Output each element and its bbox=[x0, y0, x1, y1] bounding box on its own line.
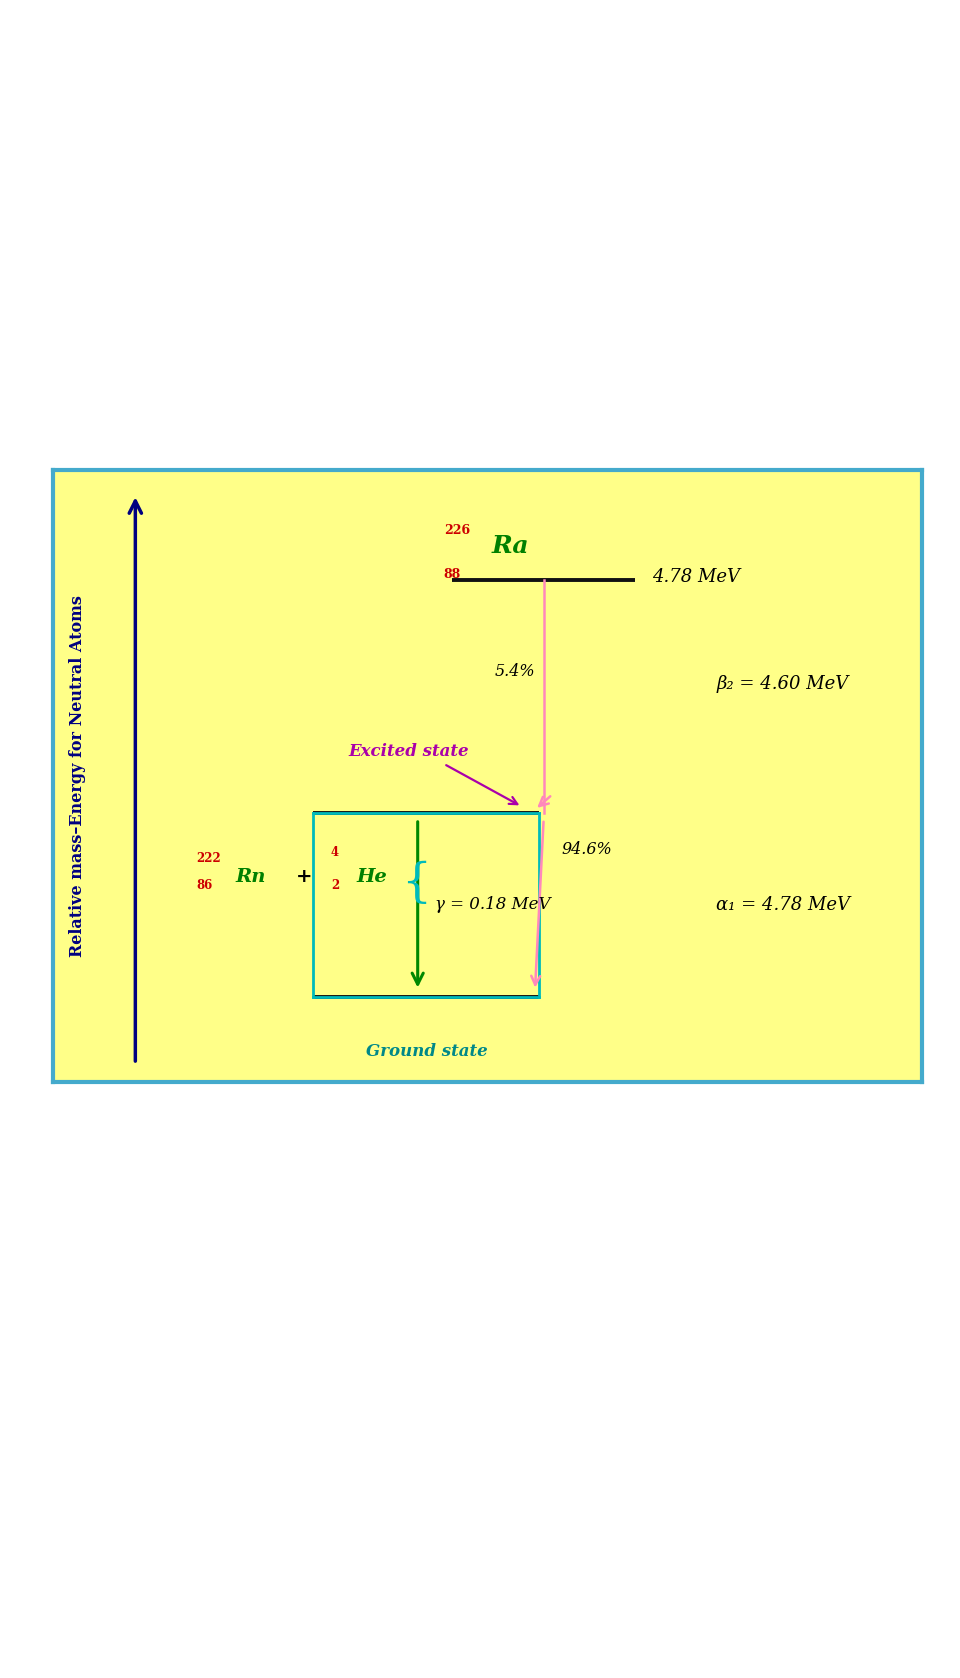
Text: α₁ = 4.78 MeV: α₁ = 4.78 MeV bbox=[715, 896, 850, 915]
Text: γ = 0.18 MeV: γ = 0.18 MeV bbox=[435, 896, 551, 913]
Text: 88: 88 bbox=[444, 567, 461, 581]
Text: Ground state: Ground state bbox=[366, 1044, 488, 1060]
Text: 226: 226 bbox=[444, 524, 469, 537]
Text: Ra: Ra bbox=[492, 534, 529, 559]
Text: +: + bbox=[296, 868, 313, 886]
Text: 2: 2 bbox=[331, 879, 339, 893]
Text: 222: 222 bbox=[196, 852, 221, 864]
Text: Relative mass–Energy for Neutral Atoms: Relative mass–Energy for Neutral Atoms bbox=[68, 596, 85, 956]
Text: Excited state: Excited state bbox=[348, 743, 468, 760]
Text: 4.78 MeV: 4.78 MeV bbox=[652, 569, 740, 586]
Text: {: { bbox=[401, 861, 431, 906]
Text: Rn: Rn bbox=[235, 868, 266, 886]
Text: β₂ = 4.60 MeV: β₂ = 4.60 MeV bbox=[716, 675, 849, 693]
Text: 4: 4 bbox=[331, 846, 339, 859]
Text: 94.6%: 94.6% bbox=[561, 841, 612, 857]
Text: 5.4%: 5.4% bbox=[494, 663, 535, 681]
Text: He: He bbox=[357, 868, 388, 886]
Text: 86: 86 bbox=[196, 879, 212, 893]
